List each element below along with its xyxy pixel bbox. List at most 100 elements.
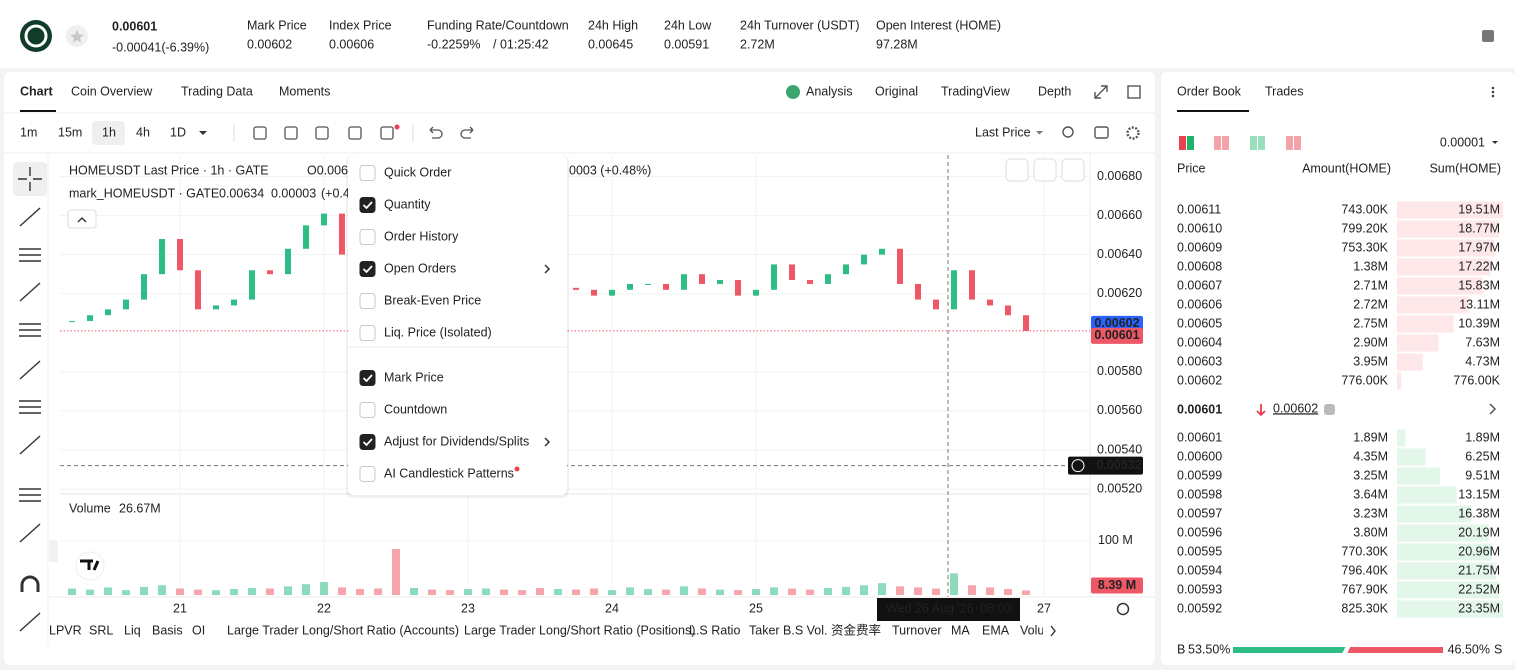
price-type[interactable]: Last Price xyxy=(975,125,1031,139)
menu-item[interactable]: Countdown xyxy=(384,402,447,416)
orderbook-tab[interactable]: Order Book xyxy=(1177,84,1242,98)
interval[interactable]: 1m xyxy=(20,125,37,139)
chart-tab[interactable]: Coin Overview xyxy=(71,84,153,98)
interval[interactable]: 4h xyxy=(136,125,150,139)
undo-icon[interactable] xyxy=(429,126,443,139)
menu-checkbox[interactable] xyxy=(359,370,376,386)
indicator[interactable]: EMA xyxy=(982,623,1010,637)
fullscreen-icon[interactable] xyxy=(1094,85,1108,99)
pane-button[interactable] xyxy=(1033,158,1057,182)
toolbar-icon[interactable] xyxy=(348,126,362,140)
menu-item[interactable]: Quantity xyxy=(384,197,431,211)
window-icon[interactable] xyxy=(1127,85,1141,99)
toolbar-icon[interactable] xyxy=(253,126,267,140)
menu-item[interactable]: Liq. Price (Isolated) xyxy=(384,325,492,339)
menu-item[interactable]: Break-Even Price xyxy=(384,293,481,307)
stat-label: 24h Low xyxy=(664,18,712,32)
interval[interactable]: 1D xyxy=(170,125,186,139)
magnet-tool[interactable] xyxy=(20,575,40,592)
volume-bar xyxy=(644,589,653,595)
drawing-tool[interactable] xyxy=(19,400,41,414)
orderbook-tab[interactable]: Trades xyxy=(1265,84,1303,98)
collapse-button[interactable] xyxy=(67,209,97,229)
chart-panel xyxy=(4,72,1155,665)
drawing-tool[interactable] xyxy=(19,360,41,380)
settings-icon[interactable] xyxy=(1126,126,1140,140)
redo-icon[interactable] xyxy=(460,126,474,139)
drawing-tool[interactable] xyxy=(19,207,41,227)
pane-button[interactable] xyxy=(1061,158,1085,182)
volume-bar xyxy=(283,586,292,595)
menu-checkbox[interactable] xyxy=(359,434,376,450)
indicator[interactable]: Liq xyxy=(124,623,141,637)
camera-icon[interactable] xyxy=(1094,126,1109,139)
indicator[interactable]: Volu xyxy=(1020,623,1044,637)
chart-tab[interactable]: Moments xyxy=(279,84,330,98)
interval[interactable]: 1h xyxy=(102,125,116,139)
drawing-tool[interactable] xyxy=(19,523,41,543)
chevron-right[interactable] xyxy=(1489,403,1497,415)
indicator[interactable]: MA xyxy=(951,623,970,637)
menu-checkbox[interactable] xyxy=(359,229,376,245)
drawing-tool[interactable] xyxy=(19,282,41,302)
view-tab[interactable]: Analysis xyxy=(806,84,853,98)
axis-settings[interactable] xyxy=(1116,602,1130,616)
menu-checkbox[interactable] xyxy=(359,293,376,309)
layout-icon[interactable] xyxy=(1250,136,1257,150)
legend-value: 0.00634 xyxy=(219,186,264,200)
stat-label: 24h Turnover (USDT) xyxy=(740,18,859,32)
book-amount: 3.25M xyxy=(1353,468,1388,482)
menu-item[interactable]: Adjust for Dividends/Splits xyxy=(384,434,529,448)
volume-bar xyxy=(770,587,779,595)
menu-item[interactable]: Order History xyxy=(384,229,459,243)
indicator[interactable]: Basis xyxy=(152,623,183,637)
interval[interactable]: 15m xyxy=(58,125,82,139)
pane-button[interactable] xyxy=(1005,158,1029,182)
drawing-tool[interactable] xyxy=(19,435,41,455)
toolbar-icon[interactable] xyxy=(284,126,298,140)
interval-selected xyxy=(92,121,125,145)
indicator[interactable]: L.S Ratio xyxy=(689,623,740,637)
menu-checkbox[interactable] xyxy=(359,165,376,181)
book-sum: 10.39M xyxy=(1458,316,1500,330)
menu-item[interactable]: Quick Order xyxy=(384,165,451,179)
indicator[interactable]: SRL xyxy=(89,623,113,637)
menu-checkbox[interactable] xyxy=(359,197,376,213)
search-icon[interactable] xyxy=(1062,126,1074,138)
indicator[interactable]: Large Trader Long/Short Ratio (Accounts) xyxy=(227,623,459,637)
chart-tab[interactable]: Chart xyxy=(20,84,53,98)
layout-icon xyxy=(1258,136,1265,150)
menu-item[interactable]: Mark Price xyxy=(384,370,444,384)
layout-icon[interactable] xyxy=(1179,136,1186,150)
view-tab[interactable]: Depth xyxy=(1038,84,1071,98)
indicator[interactable]: Turnover xyxy=(892,623,942,637)
toolbar-icon[interactable] xyxy=(315,126,329,140)
menu-checkbox[interactable] xyxy=(359,402,376,418)
drawing-tool[interactable] xyxy=(19,488,41,502)
drawing-tool[interactable] xyxy=(19,248,41,262)
crosshair-tool[interactable] xyxy=(18,167,42,191)
tool-selected xyxy=(13,162,47,196)
menu-item[interactable]: Open Orders xyxy=(384,261,456,275)
chart-tab[interactable]: Trading Data xyxy=(181,84,253,98)
layout-icon[interactable] xyxy=(1286,136,1293,150)
side-toggle xyxy=(49,540,58,562)
indicator[interactable]: Taker B.S Vol. xyxy=(749,623,828,637)
legend-title: HOMEUSDT Last Price · 1h · GATE xyxy=(69,163,269,177)
indicator[interactable]: OI xyxy=(192,623,205,637)
menu-checkbox[interactable] xyxy=(359,261,376,277)
layout-icon[interactable] xyxy=(1214,136,1221,150)
indicator[interactable]: Large Trader Long/Short Ratio (Positions… xyxy=(464,623,695,637)
toolbar-icon[interactable] xyxy=(380,126,394,140)
notes-icon[interactable] xyxy=(1482,30,1494,42)
view-tab[interactable]: Original xyxy=(875,84,918,98)
view-tab[interactable]: TradingView xyxy=(941,84,1011,98)
menu-checkbox[interactable] xyxy=(359,325,376,341)
indicator[interactable]: 资金费率 xyxy=(831,622,881,637)
menu-checkbox[interactable] xyxy=(359,466,376,482)
indicator[interactable]: LPVR xyxy=(49,623,82,637)
drawing-tool[interactable] xyxy=(19,612,41,632)
drawing-tool[interactable] xyxy=(19,323,41,337)
menu-item[interactable]: AI Candlestick Patterns xyxy=(384,466,514,480)
scroll-right[interactable] xyxy=(1050,625,1056,637)
